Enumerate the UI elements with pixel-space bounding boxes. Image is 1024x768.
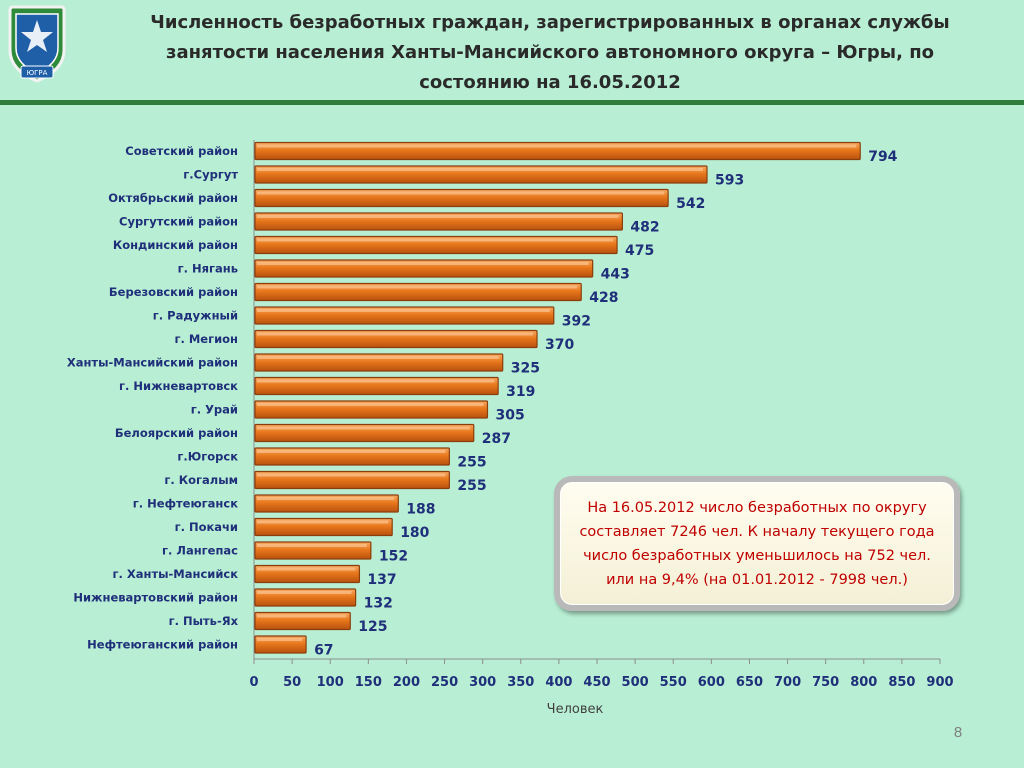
category-label: Кондинский район [113, 238, 238, 252]
bar-highlight [257, 567, 356, 571]
category-label: г. Нефтеюганск [133, 497, 238, 511]
x-tick-label: 900 [926, 675, 953, 690]
category-label: г.Сургут [183, 168, 238, 182]
bar-highlight [257, 379, 495, 383]
bar-highlight [257, 591, 352, 594]
category-label: Ханты-Мансийский район [67, 356, 238, 370]
info-callout: На 16.05.2012 число безработных по округ… [554, 476, 960, 611]
category-label: г. Лангепас [162, 544, 238, 558]
category-label: г. Урай [191, 403, 238, 417]
bar-highlight [257, 144, 857, 148]
x-tick-label: 850 [888, 675, 915, 690]
category-label: Березовский район [109, 285, 238, 299]
bar-highlight [257, 309, 550, 312]
category-label: г. Ханты-Мансийск [113, 567, 239, 581]
bar-highlight [257, 168, 703, 171]
page-number: 8 [953, 724, 963, 741]
category-label: Нефтеюганский район [87, 638, 238, 652]
bar-highlight [257, 215, 619, 218]
bar-value-label: 475 [625, 243, 654, 259]
bar-value-label: 319 [506, 384, 535, 400]
bar-value-label: 255 [457, 455, 486, 471]
bar-highlight [257, 356, 499, 359]
category-label: г. Радужный [153, 309, 238, 323]
category-label: г. Нягань [178, 262, 238, 276]
bar-highlight [257, 403, 484, 406]
category-label: г. Пыть-Ях [169, 614, 239, 628]
bar-highlight [257, 497, 395, 500]
slide-header: ЮГРА Численность безработных граждан, за… [0, 0, 1024, 102]
bar-highlight [257, 638, 303, 641]
x-tick-label: 0 [249, 675, 258, 690]
bar-highlight [257, 238, 614, 242]
bar-highlight [257, 426, 470, 430]
x-tick-label: 700 [774, 675, 801, 690]
bar-highlight [257, 614, 347, 618]
bar-value-label: 482 [630, 220, 659, 236]
x-tick-label: 550 [660, 675, 687, 690]
bar-highlight [257, 520, 389, 524]
bar-value-label: 152 [379, 549, 408, 565]
slide-title: Численность безработных граждан, зарегис… [150, 12, 950, 93]
bar-value-label: 794 [868, 149, 897, 165]
x-tick-label: 150 [355, 675, 382, 690]
bar-highlight [257, 285, 578, 289]
bar-value-label: 542 [676, 196, 705, 212]
x-tick-label: 450 [583, 675, 610, 690]
x-tick-label: 350 [507, 675, 534, 690]
category-label: Нижневартовский район [73, 591, 238, 605]
x-tick-label: 50 [283, 675, 301, 690]
bar-value-label: 443 [601, 267, 630, 283]
category-label: г. Нижневартовск [119, 379, 238, 393]
bar-value-label: 188 [406, 502, 435, 518]
x-tick-label: 100 [317, 675, 344, 690]
bar-value-label: 180 [400, 525, 429, 541]
bar-value-label: 325 [511, 361, 540, 377]
bar-value-label: 132 [364, 596, 393, 612]
bar-chart: 0 50 100 150 200 250 300 350 400 450 500 550 600 650 7… [67, 140, 954, 717]
category-label: г. Покачи [175, 520, 238, 534]
coat-of-arms-logo: ЮГРА [8, 5, 66, 83]
bar-value-label: 370 [545, 337, 574, 353]
bar-highlight [257, 191, 665, 195]
bar-value-label: 305 [495, 408, 524, 424]
x-axis-title: Человек [547, 702, 604, 717]
bar-highlight [257, 332, 534, 336]
bar-highlight [257, 544, 367, 547]
x-tick-label: 750 [812, 675, 839, 690]
category-label: Сургутский район [119, 215, 238, 229]
category-label: Октябрьский район [108, 191, 238, 205]
x-tick-label: 500 [622, 675, 649, 690]
header-rule [0, 100, 1024, 105]
x-tick-label: 300 [469, 675, 496, 690]
category-label: Белоярский район [115, 426, 238, 440]
bar-highlight [257, 473, 446, 477]
x-tick-label: 400 [545, 675, 572, 690]
bar-highlight [257, 262, 589, 265]
x-tick-label: 800 [850, 675, 877, 690]
x-tick-label: 200 [393, 675, 420, 690]
bar-value-label: 287 [482, 431, 511, 447]
bar-highlight [257, 450, 446, 453]
category-label: Советский район [125, 144, 238, 158]
category-label: г.Югорск [177, 450, 238, 464]
x-tick-label: 650 [736, 675, 763, 690]
x-tick-label: 250 [431, 675, 458, 690]
bar-value-label: 593 [715, 173, 744, 189]
bar-value-label: 255 [457, 478, 486, 494]
category-label: г. Когалым [164, 473, 238, 487]
bar-value-label: 428 [589, 290, 618, 306]
x-tick-label: 600 [698, 675, 725, 690]
bar-value-label: 67 [314, 643, 333, 659]
bar-value-label: 392 [562, 314, 591, 330]
logo-text: ЮГРА [27, 69, 48, 77]
bar-value-label: 137 [367, 572, 396, 588]
bar-value-label: 125 [358, 619, 387, 635]
category-label: г. Мегион [174, 332, 238, 346]
info-callout-text: На 16.05.2012 число безработных по округ… [579, 499, 935, 588]
